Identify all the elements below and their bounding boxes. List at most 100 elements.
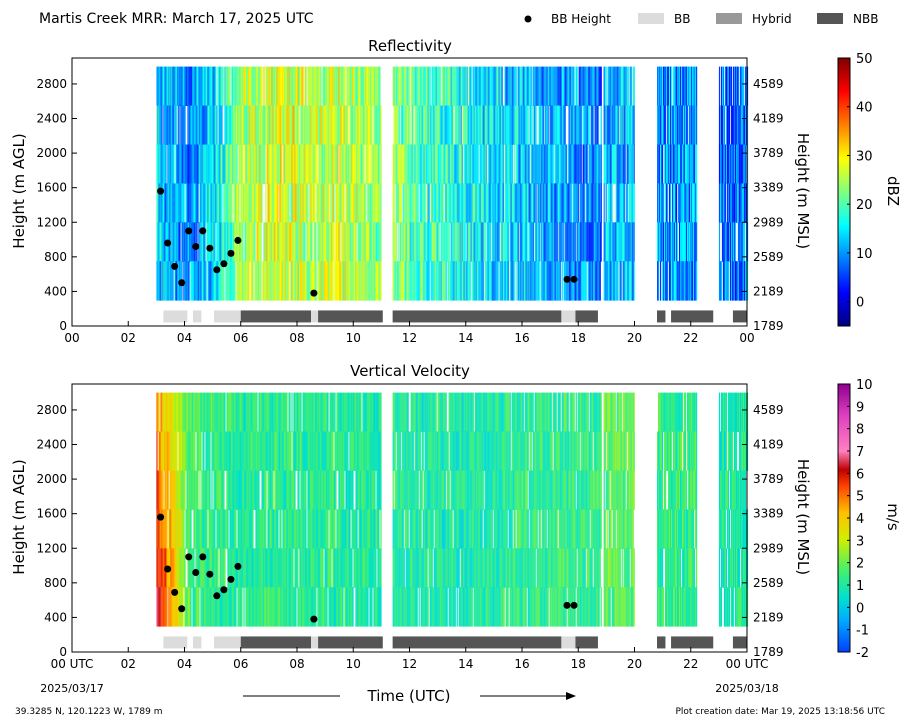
heatmap-cell: [172, 144, 174, 184]
heatmap-cell: [677, 66, 679, 106]
heatmap-cell: [453, 431, 455, 471]
heatmap-cell: [224, 66, 226, 106]
heatmap-cell: [289, 431, 291, 471]
heatmap-cell: [287, 144, 289, 184]
heatmap-cell: [193, 144, 195, 184]
heatmap-cell: [267, 66, 269, 106]
heatmap-cell: [295, 587, 297, 627]
heatmap-cell: [275, 66, 277, 106]
heatmap-cell: [211, 392, 213, 432]
heatmap-cell: [181, 105, 183, 145]
heatmap-cell: [460, 548, 462, 588]
heatmap-cell: [442, 431, 444, 471]
heatmap-cell: [233, 261, 235, 301]
heatmap-cell: [248, 431, 250, 471]
heatmap-cell: [193, 261, 195, 301]
heatmap-cell: [345, 431, 347, 471]
heatmap-cell: [501, 183, 503, 223]
heatmap-cell: [732, 144, 735, 184]
heatmap-cell: [403, 261, 405, 301]
heatmap-cell: [171, 261, 173, 301]
heatmap-cell: [289, 548, 291, 588]
heatmap-cell: [320, 470, 322, 510]
heatmap-cell: [482, 66, 484, 106]
heatmap-cell: [372, 183, 374, 223]
heatmap-cell: [566, 222, 568, 262]
heatmap-cell: [188, 222, 190, 262]
heatmap-cell: [346, 587, 348, 627]
heatmap-cell: [281, 392, 283, 432]
heatmap-cell: [196, 548, 198, 588]
heatmap-cell: [476, 548, 478, 588]
heatmap-cell: [253, 548, 255, 588]
heatmap-cell: [439, 392, 441, 432]
heatmap-cell: [406, 183, 408, 223]
heatmap-cell: [359, 183, 361, 223]
heatmap-cell: [404, 392, 406, 432]
heatmap-cell: [264, 144, 266, 184]
heatmap-cell: [626, 222, 628, 262]
heatmap-cell: [197, 144, 199, 184]
heatmap-cell: [304, 470, 306, 510]
heatmap-cell: [162, 509, 164, 549]
heatmap-cell: [633, 222, 635, 262]
heatmap-cell: [324, 66, 326, 106]
heatmap-cell: [303, 470, 305, 510]
heatmap-cell: [582, 144, 584, 184]
heatmap-cell: [496, 470, 498, 510]
heatmap-cell: [479, 222, 481, 262]
heatmap-cell: [258, 470, 260, 510]
heatmap-cell: [555, 183, 557, 223]
heatmap-cell: [676, 144, 678, 184]
heatmap-cell: [599, 144, 601, 184]
heatmap-cell: [488, 509, 490, 549]
heatmap-cell: [291, 509, 293, 549]
heatmap-cell: [662, 66, 664, 106]
heatmap-cell: [423, 548, 425, 588]
heatmap-cell: [476, 144, 478, 184]
heatmap-cell: [207, 66, 209, 106]
heatmap-cell: [428, 144, 430, 184]
heatmap-cell: [348, 470, 350, 510]
heatmap-cell: [394, 509, 396, 549]
heatmap-cell: [367, 509, 369, 549]
heatmap-cell: [670, 222, 672, 262]
heatmap-cell: [191, 431, 193, 471]
heatmap-cell: [627, 222, 629, 262]
heatmap-cell: [207, 431, 209, 471]
heatmap-cell: [290, 66, 292, 106]
heatmap-cell: [617, 66, 619, 106]
heatmap-cell: [743, 105, 746, 145]
heatmap-cell: [365, 431, 367, 471]
heatmap-cell: [478, 470, 480, 510]
heatmap-cell: [323, 105, 325, 145]
heatmap-cell: [469, 392, 471, 432]
heatmap-cell: [534, 261, 536, 301]
heatmap-cell: [219, 470, 221, 510]
heatmap-cell: [175, 392, 177, 432]
heatmap-cell: [502, 222, 504, 262]
heatmap-cell: [306, 392, 308, 432]
heatmap-cell: [372, 261, 374, 301]
heatmap-cell: [632, 183, 634, 223]
heatmap-cell: [437, 470, 439, 510]
heatmap-cell: [473, 261, 475, 301]
heatmap-cell: [255, 470, 257, 510]
heatmap-cell: [288, 183, 290, 223]
heatmap-cell: [545, 144, 547, 184]
heatmap-cell: [400, 392, 402, 432]
heatmap-cell: [259, 261, 261, 301]
heatmap-cell: [462, 431, 464, 471]
heatmap-cell: [305, 548, 307, 588]
heatmap-cell: [217, 509, 219, 549]
heatmap-cell: [429, 431, 431, 471]
heatmap-cell: [299, 183, 301, 223]
heatmap-cell: [354, 144, 356, 184]
heatmap-cell: [466, 261, 468, 301]
heatmap-cell: [222, 66, 224, 106]
heatmap-cell: [662, 144, 664, 184]
heatmap-cell: [207, 105, 209, 145]
heatmap-cell: [616, 66, 618, 106]
heatmap-cell: [183, 222, 185, 262]
heatmap-cell: [372, 66, 374, 106]
